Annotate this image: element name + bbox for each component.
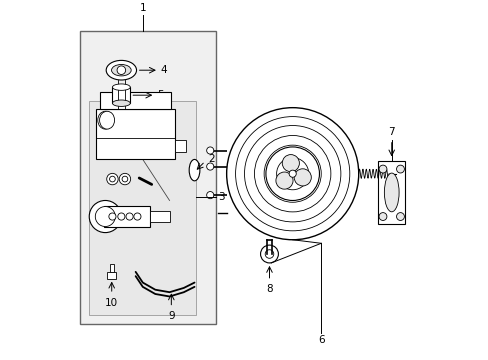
Ellipse shape [112, 100, 130, 107]
Text: 7: 7 [387, 127, 394, 137]
Text: 5: 5 [157, 90, 163, 100]
Text: 8: 8 [265, 284, 272, 294]
Circle shape [134, 213, 141, 220]
Circle shape [206, 163, 213, 170]
Bar [103, 206, 150, 227]
Circle shape [294, 169, 311, 186]
Circle shape [126, 213, 133, 220]
Bar [100, 91, 171, 109]
Circle shape [276, 158, 308, 190]
Circle shape [206, 192, 213, 199]
Circle shape [396, 165, 404, 173]
Ellipse shape [111, 64, 131, 76]
Circle shape [119, 174, 130, 185]
Circle shape [122, 176, 127, 182]
Ellipse shape [100, 111, 114, 129]
Circle shape [89, 201, 121, 233]
Bar [96, 109, 175, 159]
Circle shape [378, 165, 386, 173]
Ellipse shape [98, 111, 113, 129]
Ellipse shape [106, 60, 136, 80]
Circle shape [264, 250, 273, 258]
Bar [109, 264, 114, 272]
Bar [175, 140, 185, 152]
Text: 1: 1 [139, 3, 146, 13]
Text: 2: 2 [208, 154, 214, 165]
Text: 10: 10 [105, 298, 118, 307]
Circle shape [109, 213, 116, 220]
Bar [89, 100, 196, 315]
Circle shape [288, 170, 296, 177]
Circle shape [106, 174, 118, 185]
Circle shape [396, 213, 404, 220]
Bar [107, 272, 116, 279]
Bar [378, 161, 404, 224]
Circle shape [260, 245, 278, 263]
Circle shape [226, 108, 358, 240]
Circle shape [109, 176, 115, 182]
Text: 9: 9 [168, 311, 174, 321]
Circle shape [282, 154, 299, 172]
Circle shape [118, 213, 124, 220]
Circle shape [275, 172, 292, 189]
Text: 3: 3 [217, 192, 224, 202]
Text: 6: 6 [317, 336, 324, 345]
Circle shape [206, 147, 213, 154]
Ellipse shape [112, 84, 130, 90]
Bar [112, 87, 130, 103]
Text: 4: 4 [160, 65, 167, 75]
Circle shape [378, 213, 386, 220]
Circle shape [95, 207, 115, 226]
Bar [150, 211, 169, 222]
Circle shape [265, 147, 319, 201]
Bar [80, 31, 216, 324]
Ellipse shape [384, 173, 398, 212]
Circle shape [117, 66, 125, 75]
Ellipse shape [189, 159, 200, 181]
